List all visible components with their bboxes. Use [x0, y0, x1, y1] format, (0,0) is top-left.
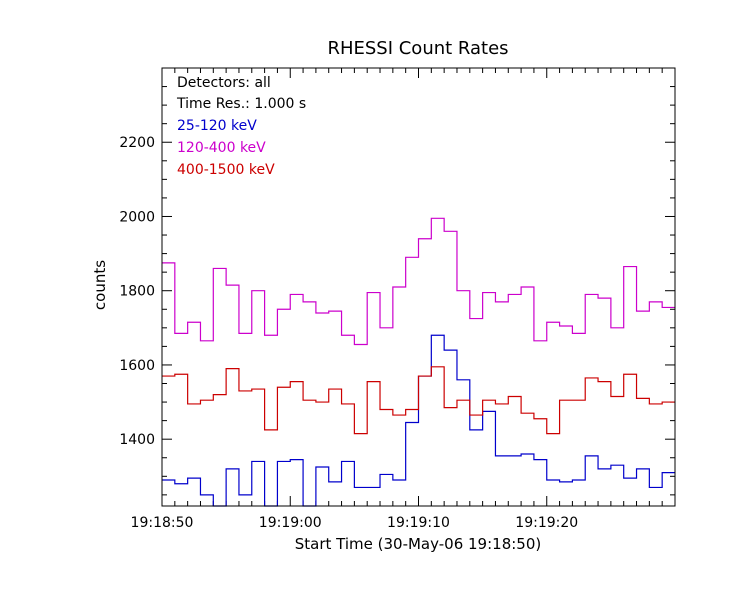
plot-frame [161, 67, 676, 507]
y-tick-label: 1600 [119, 358, 155, 374]
series-line-120-400-kev [162, 217, 675, 346]
y-axis-label: counts [91, 260, 109, 310]
y-tick-label: 2000 [119, 209, 155, 225]
annotation-time-resolution: Time Res.: 1.000 s [176, 96, 306, 112]
data-series [162, 217, 675, 507]
legend-entry-25-120-kev: 25-120 keV [177, 118, 257, 134]
x-tick-label: 19:19:00 [259, 515, 322, 531]
legend-entry-120-400-kev: 120-400 keV [177, 140, 266, 156]
x-tick-label: 19:19:20 [515, 515, 578, 531]
series-line-400-1500-kev [162, 366, 675, 435]
annotation-detectors: Detectors: all [177, 75, 271, 91]
x-axis-label: Start Time (30-May-06 19:18:50) [295, 535, 541, 553]
y-tick-label: 1800 [119, 284, 155, 300]
y-tick-label: 1400 [119, 432, 155, 448]
y-tick-label: 2200 [119, 135, 155, 151]
legend-entry-400-1500-kev: 400-1500 keV [177, 162, 275, 178]
chart-title: RHESSI Count Rates [327, 38, 508, 59]
x-tick-label: 19:19:10 [387, 515, 450, 531]
x-tick-label: 19:18:50 [131, 515, 194, 531]
